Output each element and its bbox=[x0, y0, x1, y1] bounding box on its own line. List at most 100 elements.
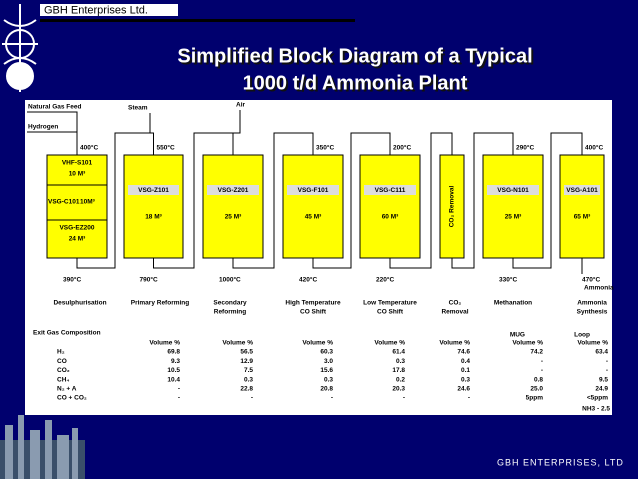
stage-label: Synthesis bbox=[577, 309, 608, 316]
vessel-name-bg bbox=[207, 185, 259, 195]
cell: 9.3 bbox=[171, 358, 180, 365]
vessel-volume: 25 M³ bbox=[505, 214, 522, 221]
outlet-temp: 420°C bbox=[299, 276, 317, 284]
vessel-name: VSG-F101 bbox=[298, 187, 329, 194]
outlet-temp: 790°C bbox=[140, 276, 158, 284]
title: 1000 t/d Ammonia Plant bbox=[243, 72, 468, 94]
cell: - bbox=[541, 367, 543, 374]
vessel bbox=[202, 154, 264, 259]
cell: 10.4 bbox=[167, 376, 180, 383]
stage-label: CO₂ bbox=[449, 300, 462, 307]
vessel-name: VSG-A101 bbox=[566, 187, 598, 194]
cell: - bbox=[606, 367, 608, 374]
cell: 10.5 bbox=[167, 367, 180, 374]
inlet-temp: 200°C bbox=[393, 144, 411, 152]
stage-label: CO Shift bbox=[300, 309, 327, 316]
inlet-temp: 290°C bbox=[516, 144, 534, 152]
cell: 0.3 bbox=[244, 376, 253, 383]
vessel-name-bg bbox=[564, 185, 600, 195]
vessel-volume: 60 M³ bbox=[382, 214, 399, 221]
flow-line bbox=[153, 132, 234, 269]
cell: 5ppm bbox=[526, 395, 544, 402]
company-name: GBH Enterprises Ltd. bbox=[44, 4, 148, 16]
vessel-volume: 45 M³ bbox=[305, 214, 322, 221]
vessel-name: CO₂ Removal bbox=[449, 186, 456, 228]
stage-label: Desulphurisation bbox=[53, 300, 106, 307]
header-rule bbox=[40, 19, 355, 22]
cell: 12.9 bbox=[240, 358, 253, 365]
cell: 17.8 bbox=[392, 367, 405, 374]
flow-line bbox=[512, 132, 583, 269]
vessel bbox=[359, 154, 421, 259]
column-header: Volume % bbox=[374, 340, 405, 347]
row-label: CO bbox=[57, 358, 67, 365]
cell: 0.2 bbox=[396, 376, 405, 383]
logo bbox=[2, 4, 38, 92]
row-label: CH₄ bbox=[57, 376, 70, 383]
flow-line bbox=[76, 132, 154, 269]
vessel-name-bg bbox=[287, 185, 339, 195]
stage-label: High Temperature bbox=[285, 300, 341, 307]
input-label: Air bbox=[236, 102, 246, 109]
cell: 0.3 bbox=[324, 376, 333, 383]
row-label: CO₂ bbox=[57, 367, 70, 374]
inlet-temp: 400°C bbox=[80, 144, 98, 152]
stage-label: Secondary bbox=[213, 300, 247, 307]
vessel-name: VSG-EZ200 bbox=[59, 225, 94, 232]
title-shadow: Simplified Block Diagram of a Typical bbox=[179, 47, 534, 69]
column-header: Loop bbox=[574, 332, 590, 339]
cell: - bbox=[468, 395, 470, 402]
stage-label: Removal bbox=[441, 309, 468, 316]
vessel-name: VSG-Z201 bbox=[218, 187, 249, 194]
vessel bbox=[439, 154, 465, 259]
stage-label: Reforming bbox=[214, 309, 247, 316]
vessel-volume: 65 M³ bbox=[574, 214, 591, 221]
cell: - bbox=[606, 358, 608, 365]
cell: 0.8 bbox=[534, 376, 543, 383]
cell: 60.3 bbox=[320, 349, 333, 356]
cell: 25.0 bbox=[530, 386, 543, 393]
footer: GBH ENTERPRISES, LTD bbox=[497, 457, 624, 467]
vessel-volume: 10M³ bbox=[80, 199, 96, 206]
column-header: Volume % bbox=[577, 340, 608, 347]
vessel bbox=[123, 154, 184, 259]
row-label: H₂ bbox=[57, 349, 65, 356]
vessel-name: VSG-C111 bbox=[375, 187, 406, 194]
title: Simplified Block Diagram of a Typical bbox=[177, 45, 532, 67]
vessel-name: VSG-N101 bbox=[497, 187, 529, 194]
cell: 74.2 bbox=[530, 349, 543, 356]
outlet-temp: 220°C bbox=[376, 276, 394, 284]
vessel bbox=[559, 154, 605, 259]
cell: 0.4 bbox=[461, 358, 470, 365]
vessel-name-bg bbox=[128, 185, 179, 195]
cell: 61.4 bbox=[392, 349, 405, 356]
column-header: Volume % bbox=[302, 340, 333, 347]
vessel-name-bg bbox=[364, 185, 416, 195]
cell: 20.3 bbox=[392, 386, 405, 393]
flow-line bbox=[451, 132, 514, 269]
vessel-volume: 10 M³ bbox=[69, 171, 86, 178]
flow-line bbox=[389, 132, 453, 269]
cell: 24.9 bbox=[595, 386, 608, 393]
cell: - bbox=[541, 358, 543, 365]
cell: - bbox=[178, 395, 180, 402]
inlet-temp: 550°C bbox=[157, 144, 175, 152]
input-label: Natural Gas Feed bbox=[28, 104, 81, 111]
stage-label: Methanation bbox=[494, 300, 532, 307]
cell: 0.3 bbox=[396, 358, 405, 365]
cell: 56.5 bbox=[240, 349, 253, 356]
column-header: Volume % bbox=[512, 340, 543, 347]
cell: 3.0 bbox=[324, 358, 333, 365]
outlet-temp: 330°C bbox=[499, 276, 517, 284]
cell: 63.4 bbox=[595, 349, 608, 356]
row-label: N₂ + A bbox=[57, 386, 77, 393]
row-label: CO + CO₂ bbox=[57, 395, 87, 402]
vessel bbox=[482, 154, 544, 259]
cell: 22.8 bbox=[240, 386, 253, 393]
company-box bbox=[40, 4, 178, 16]
flow-line bbox=[232, 132, 314, 269]
stage-label: Low Temperature bbox=[363, 300, 417, 307]
title-shadow: 1000 t/d Ammonia Plant bbox=[245, 74, 470, 96]
column-header: Volume % bbox=[149, 340, 180, 347]
